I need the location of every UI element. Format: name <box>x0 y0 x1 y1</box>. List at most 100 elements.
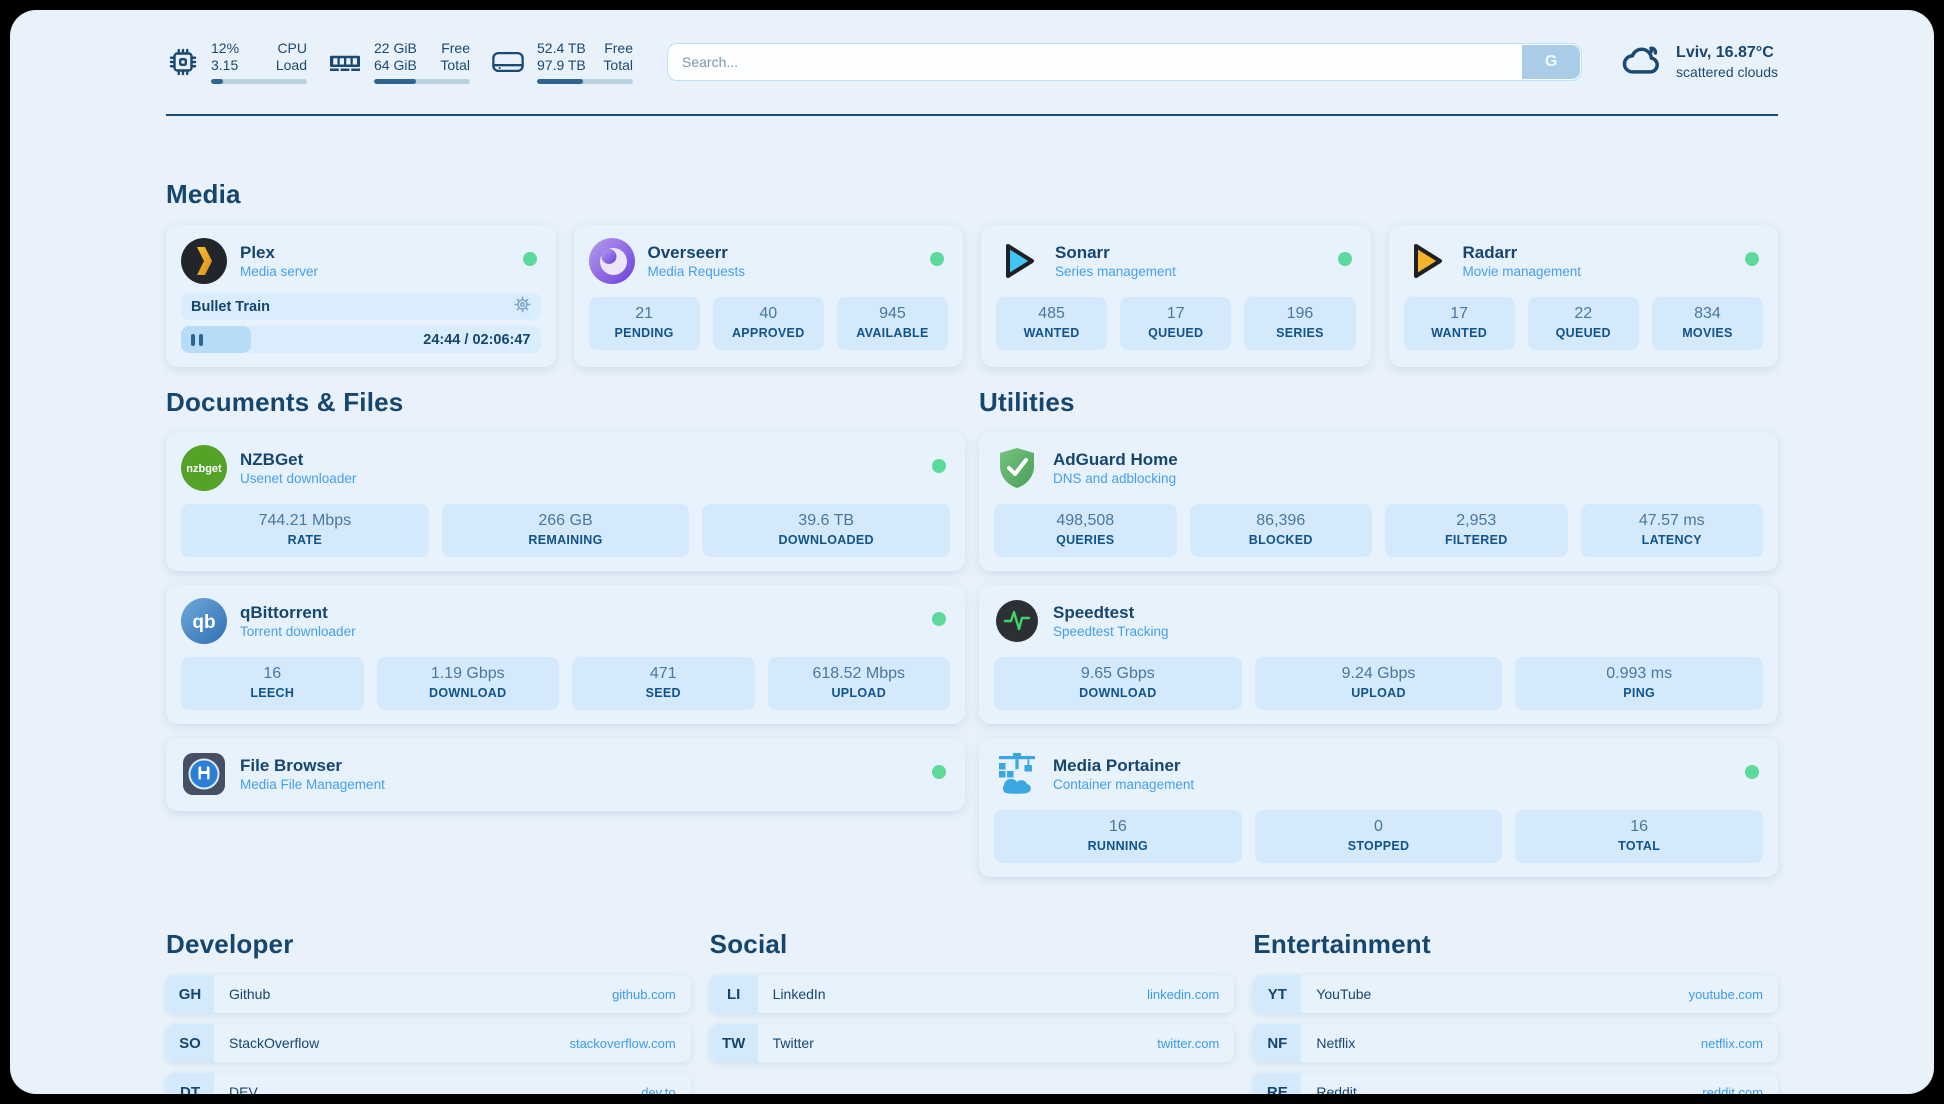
service-card-filebrowser[interactable]: File Browser Media File Management <box>166 738 965 811</box>
bookmark-url: netflix.com <box>1700 1035 1763 1051</box>
pause-icon <box>191 333 203 346</box>
stat-value: 266 GB <box>538 512 593 529</box>
stat-label: WANTED <box>1023 326 1080 340</box>
stat-label: STOPPED <box>1347 839 1410 853</box>
search-engine-button[interactable]: G <box>1522 45 1581 79</box>
stat-filtered: 2,953 FILTERED <box>1385 504 1568 557</box>
memory-free-label: Free <box>441 40 470 56</box>
status-dot <box>932 459 946 473</box>
stat-latency: 47.57 ms LATENCY <box>1580 504 1763 557</box>
stat-label: MOVIES <box>1682 326 1733 340</box>
adguard-shield-icon <box>994 445 1040 491</box>
service-card-qbittorrent[interactable]: qb qBittorrent Torrent downloader 16 LEE… <box>166 585 965 724</box>
bookmark-dev[interactable]: DT DEV dev.to <box>166 1073 691 1094</box>
stat-label: APPROVED <box>731 326 805 340</box>
stat-series: 196 SERIES <box>1244 297 1356 350</box>
stat-value: 196 <box>1286 305 1314 322</box>
stat-movies: 834 MOVIES <box>1651 297 1764 350</box>
stat-value: 945 <box>879 305 906 322</box>
bookmark-github[interactable]: GH Github github.com <box>166 975 691 1013</box>
stat-value: 0.993 ms <box>1606 665 1673 682</box>
bookmark-abbr: SO <box>166 1024 214 1062</box>
speedtest-pulse-icon <box>994 598 1040 644</box>
documents-column: Documents & Files nzbget NZBGet <box>166 367 965 811</box>
bookmark-twitter[interactable]: TW Twitter twitter.com <box>709 1024 1235 1062</box>
bookmark-stackoverflow[interactable]: SO StackOverflow stackoverflow.com <box>166 1024 691 1062</box>
memory-icon <box>327 47 363 77</box>
service-card-overseerr[interactable]: Overseerr Media Requests 21 PENDING 40 A… <box>573 225 963 367</box>
bookmark-youtube[interactable]: YT YouTube youtube.com <box>1253 975 1778 1013</box>
stat-value: 498,508 <box>1056 512 1115 529</box>
bookmark-abbr: LI <box>709 975 758 1013</box>
stat-label: DOWNLOAD <box>1079 686 1157 700</box>
stat-label: PENDING <box>614 326 674 340</box>
service-title: Plex <box>240 242 275 262</box>
weather-condition: scattered clouds <box>1676 64 1778 80</box>
disk-total-label: Total <box>603 57 633 73</box>
stat-approved: 40 APPROVED <box>712 297 824 350</box>
service-card-adguard[interactable]: AdGuard Home DNS and adblocking 498,508 … <box>979 432 1778 571</box>
stat-value: 1.19 Gbps <box>430 665 505 682</box>
stat-queries: 498,508 QUERIES <box>994 504 1177 557</box>
weather-widget: Lviv, 16.87°C scattered clouds <box>1620 41 1778 84</box>
service-card-sonarr[interactable]: Sonarr Series management 485 WANTED 17 Q… <box>981 225 1371 367</box>
service-subtitle: DNS and adblocking <box>1053 470 1177 486</box>
status-dot <box>1337 252 1352 266</box>
service-subtitle: Series management <box>1055 263 1176 279</box>
dashboard-page: 12% 3.15 CPU Load <box>10 10 1934 1094</box>
section-heading-entertainment: Entertainment <box>1253 929 1431 959</box>
disk-free-label: Free <box>604 40 633 56</box>
cloud-icon <box>1620 41 1664 84</box>
filebrowser-icon <box>181 751 227 797</box>
service-subtitle: Container management <box>1053 776 1195 792</box>
service-card-radarr[interactable]: Radarr Movie management 17 WANTED 22 QUE… <box>1388 225 1778 367</box>
stat-label: SEED <box>645 686 681 700</box>
stat-value: 618.52 Mbps <box>812 665 905 682</box>
cpu-load-avg: 3.15 <box>211 57 239 73</box>
section-heading-utilities: Utilities <box>979 387 1075 417</box>
stat-pending: 21 PENDING <box>588 297 700 350</box>
service-card-plex[interactable]: Plex Media server Bullet Train <box>166 225 556 367</box>
topbar: 12% 3.15 CPU Load <box>166 32 1778 92</box>
utilities-column: Utilities AdGuard Home <box>979 367 1778 877</box>
stat-value: 17 <box>1166 305 1185 322</box>
weather-location-temp: Lviv, 16.87°C <box>1676 44 1774 61</box>
cpu-label: CPU <box>277 40 307 56</box>
service-title: Speedtest <box>1053 602 1135 622</box>
stat-label: UPLOAD <box>831 686 887 700</box>
stat-value: 47.57 ms <box>1638 512 1705 529</box>
bookmark-url: github.com <box>612 986 676 1002</box>
search-bar: G <box>667 43 1583 81</box>
service-subtitle: Media server <box>240 263 319 279</box>
stat-label: WANTED <box>1431 326 1488 340</box>
stat-wanted: 17 WANTED <box>1403 297 1515 350</box>
svg-text:qb: qb <box>192 612 215 633</box>
bookmark-name: Reddit <box>1316 1084 1357 1094</box>
stat-value: 39.6 TB <box>798 512 855 529</box>
service-card-speedtest[interactable]: Speedtest Speedtest Tracking 9.65 Gbps D… <box>979 585 1778 724</box>
disk-free: 52.4 TB <box>537 40 586 56</box>
stat-value: 17 <box>1450 305 1468 322</box>
stat-label: TOTAL <box>1618 839 1661 853</box>
stat-label: QUEUED <box>1555 326 1611 340</box>
bookmark-netflix[interactable]: NF Netflix netflix.com <box>1253 1024 1778 1062</box>
stat-label: PING <box>1623 686 1656 700</box>
bookmark-abbr: TW <box>709 1024 758 1062</box>
qbittorrent-icon: qb <box>181 598 227 644</box>
bookmark-linkedin[interactable]: LI LinkedIn linkedin.com <box>709 975 1235 1013</box>
bookmarks-entertainment: Entertainment YT YouTube youtube.com NF … <box>1253 929 1778 1094</box>
service-card-nzbget[interactable]: nzbget NZBGet Usenet downloader 744.21 M… <box>166 432 965 571</box>
cpu-chip-icon <box>166 45 200 79</box>
disk-total: 97.9 TB <box>537 57 586 73</box>
search-input[interactable] <box>667 43 1583 81</box>
bookmark-reddit[interactable]: RE Reddit reddit.com <box>1253 1073 1778 1094</box>
system-stats: 12% 3.15 CPU Load <box>166 40 633 84</box>
playback-time: 24:44 / 02:06:47 <box>423 331 531 348</box>
now-playing-row: Bullet Train <box>181 293 541 320</box>
stat-value: 22 <box>1574 305 1593 322</box>
gear-icon[interactable] <box>514 296 531 317</box>
stat-label: RATE <box>287 533 322 547</box>
status-dot <box>1745 252 1759 266</box>
bookmark-abbr: GH <box>166 975 214 1013</box>
service-card-portainer[interactable]: Media Portainer Container management 16 … <box>979 738 1778 877</box>
